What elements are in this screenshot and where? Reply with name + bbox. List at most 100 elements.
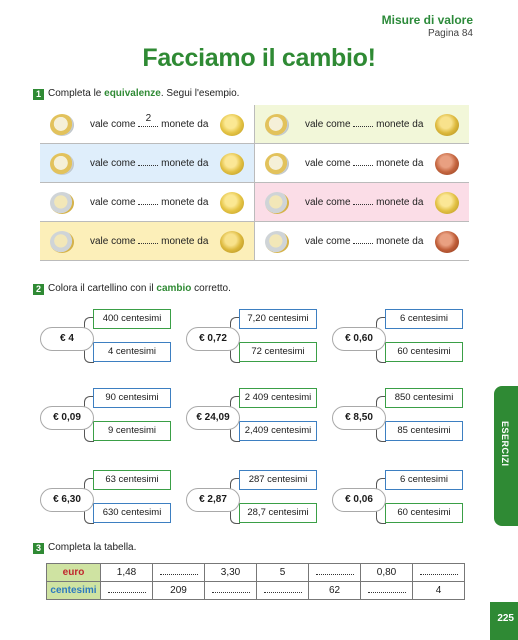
table-cell-blank[interactable] [204,581,257,600]
table-cell-blank[interactable] [308,563,361,582]
option-b[interactable]: 4 centesimi [93,342,171,362]
answer-blank[interactable] [353,196,374,205]
ex3-number: 3 [33,543,44,554]
coin-10-cent-icon [435,114,459,136]
amount-label: € 0,72 [186,327,240,351]
ex1-instruction: 1 Completa le equivalenze. Segui l'esempi… [33,88,239,100]
page-number: 225 [497,613,514,624]
eq-cell: vale come monete da [255,144,469,182]
option-a[interactable]: 850 centesimi [385,388,463,408]
table-cell: 3,30 [204,563,257,582]
eq-cell: vale come monete da [255,105,469,143]
coin-1-euro-icon [265,153,289,175]
amount-label: € 2,87 [186,488,240,512]
change-group: € 0,60 6 centesimi 60 centesimi [332,309,467,379]
table-cell: 5 [256,563,309,582]
change-group: € 0,72 7,20 centesimi 72 centesimi [186,309,321,379]
ex1-number: 1 [33,89,44,100]
amount-label: € 0,09 [40,406,94,430]
option-b[interactable]: 2,409 centesimi [239,421,317,441]
ex1-text-b: . Segui l'esempio. [160,88,240,99]
ex2-text-a: Colora il cartellino con il [48,283,157,294]
eq-cell: vale come monete da [255,183,469,221]
option-a[interactable]: 63 centesimi [93,470,171,490]
ex2-number: 2 [33,284,44,295]
side-tab-label: ESERCIZI [500,421,510,467]
option-b[interactable]: 9 centesimi [93,421,171,441]
amount-label: € 0,60 [332,327,386,351]
option-b[interactable]: 28,7 centesimi [239,503,317,523]
table-cell: 62 [308,581,361,600]
coin-1-euro-icon [50,114,74,136]
change-group: € 0,06 6 centesimi 60 centesimi [332,470,467,540]
equivalence-grid: vale come 2 monete da vale come monete d… [40,105,469,261]
row-header-centesimi: centesimi [46,581,101,600]
ex2-text-b: corretto. [191,283,231,294]
coin-50-cent-icon [220,114,244,136]
answer-blank[interactable] [353,157,374,166]
table-cell-blank[interactable] [360,581,413,600]
answer-blank[interactable]: 2 [138,113,159,127]
ex2-text-hl: cambio [156,283,192,294]
table-cell: 0,80 [360,563,413,582]
coin-2-euro-icon [265,231,289,253]
change-group: € 4 400 centesimi 4 centesimi [40,309,175,379]
change-group: € 0,09 90 centesimi 9 centesimi [40,388,175,458]
amount-label: € 24,09 [186,406,240,430]
ex3-instruction: 3 Completa la tabella. [33,542,136,554]
header-page-ref: Pagina 84 [427,28,473,39]
ex1-text-hl: equivalenze [104,88,161,99]
coin-20-cent-icon [435,192,459,214]
answer-blank[interactable] [138,196,159,205]
option-a[interactable]: 6 centesimi [385,470,463,490]
eq-cell: vale come monete da [40,183,255,221]
option-a[interactable]: 2 409 centesimi [239,388,317,408]
page-number-box: 225 [490,602,518,640]
eq-cell: vale come 2 monete da [40,105,255,143]
eq-cell: vale come monete da [255,222,469,260]
change-group: € 8,50 850 centesimi 85 centesimi [332,388,467,458]
answer-blank[interactable] [353,118,374,127]
coin-2-cent-icon [435,231,459,253]
coin-5-cent-icon [435,153,459,175]
table-cell: 1,48 [100,563,153,582]
answer-blank[interactable] [138,157,159,166]
coin-2-euro-icon [50,192,74,214]
answer-blank[interactable] [138,235,159,244]
table-cell-blank[interactable] [412,563,465,582]
table-cell-blank[interactable] [100,581,153,600]
change-group: € 6,30 63 centesimi 630 centesimi [40,470,175,540]
page-title: Facciamo il cambio! [142,44,376,72]
option-b[interactable]: 630 centesimi [93,503,171,523]
amount-label: € 4 [40,327,94,351]
coin-1-euro-icon [50,153,74,175]
row-header-euro: euro [46,563,101,582]
amount-label: € 0,06 [332,488,386,512]
amount-label: € 8,50 [332,406,386,430]
side-tab: ESERCIZI [494,386,518,526]
table-row-euro: euro 1,48 3,30 5 0,80 [46,563,465,582]
table-cell-blank[interactable] [256,581,309,600]
option-b[interactable]: 72 centesimi [239,342,317,362]
ex1-text-a: Completa le [48,88,105,99]
option-a[interactable]: 287 centesimi [239,470,317,490]
option-a[interactable]: 6 centesimi [385,309,463,329]
change-group: € 24,09 2 409 centesimi 2,409 centesimi [186,388,321,458]
coin-50-cent-icon [220,192,244,214]
option-b[interactable]: 85 centesimi [385,421,463,441]
ex2-instruction: 2 Colora il cartellino con il cambio corr… [33,283,231,295]
option-a[interactable]: 7,20 centesimi [239,309,317,329]
eq-cell: vale come monete da [40,222,255,260]
header-section: Misure di valore [381,13,473,27]
option-b[interactable]: 60 centesimi [385,503,463,523]
option-a[interactable]: 400 centesimi [93,309,171,329]
option-b[interactable]: 60 centesimi [385,342,463,362]
coin-1-euro-icon [265,114,289,136]
table-row-centesimi: centesimi 209 62 4 [46,581,465,600]
option-a[interactable]: 90 centesimi [93,388,171,408]
coin-10-cent-icon [220,231,244,253]
answer-blank[interactable] [353,235,374,244]
table-cell-blank[interactable] [152,563,205,582]
coin-2-euro-icon [50,231,74,253]
coin-20-cent-icon [220,153,244,175]
